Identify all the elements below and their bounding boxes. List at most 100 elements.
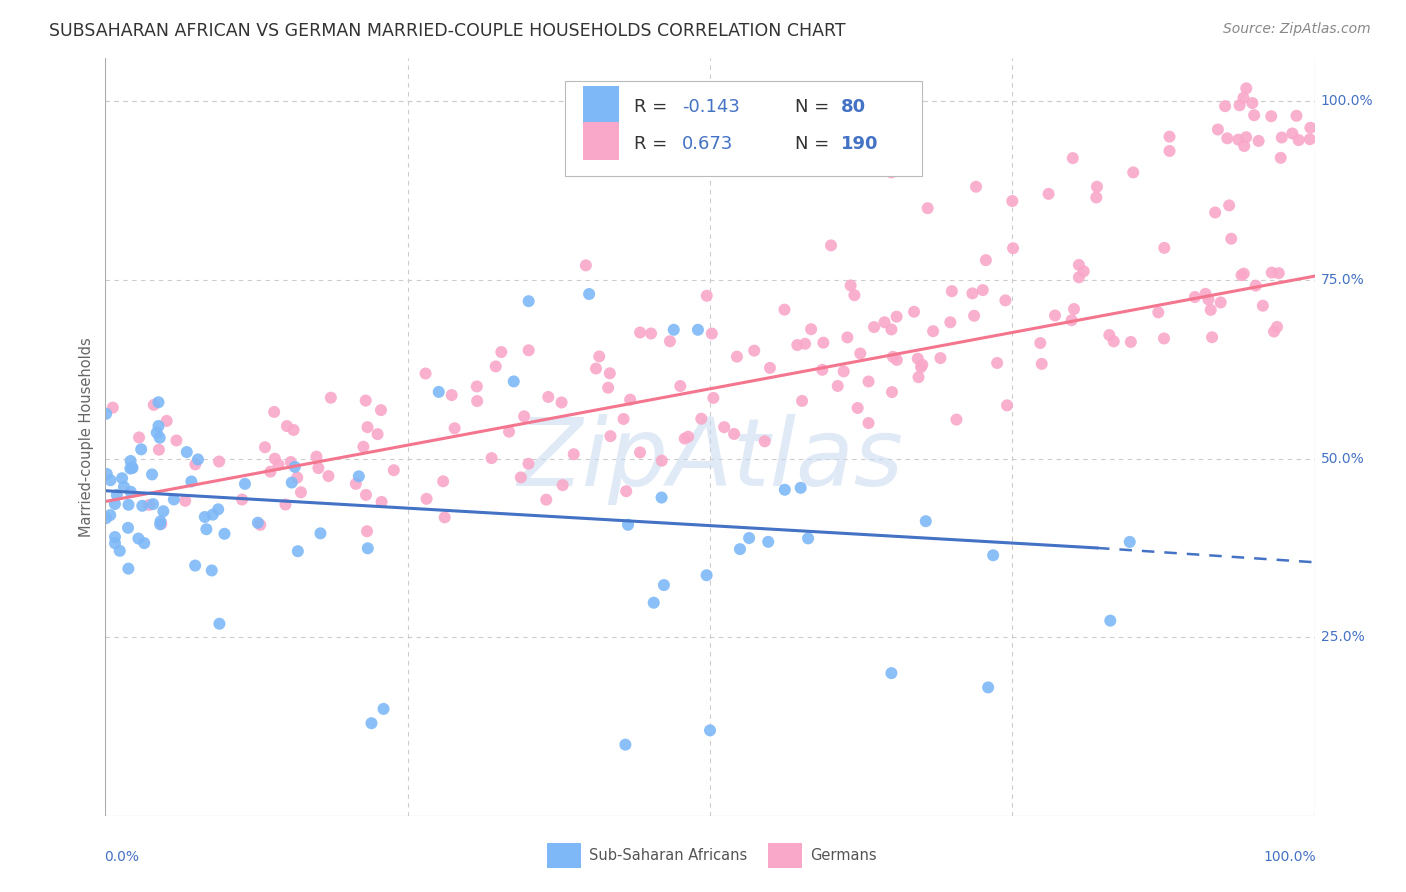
Point: [1197, 293, 1219, 307]
Point: [233, 476, 256, 491]
Point: [965, 179, 987, 194]
Point: [1201, 330, 1223, 344]
Point: [354, 488, 377, 502]
Point: [253, 440, 276, 454]
Point: [370, 403, 392, 417]
Point: [201, 508, 224, 522]
Text: 100.0%: 100.0%: [1320, 94, 1374, 108]
Point: [141, 467, 163, 482]
Point: [1299, 132, 1322, 146]
Point: [367, 427, 389, 442]
Point: [797, 532, 820, 546]
Text: 190: 190: [841, 135, 879, 153]
Point: [613, 412, 636, 426]
Point: [756, 534, 779, 549]
Point: [1001, 194, 1024, 208]
Point: [911, 358, 934, 372]
Point: [1119, 334, 1142, 349]
Point: [145, 425, 167, 440]
FancyBboxPatch shape: [583, 122, 620, 161]
Point: [1216, 131, 1239, 145]
Point: [1234, 81, 1257, 95]
Point: [150, 516, 173, 531]
Point: [1268, 266, 1291, 280]
Point: [1260, 109, 1282, 123]
Point: [628, 326, 651, 340]
Point: [728, 542, 751, 557]
Point: [907, 370, 929, 384]
Point: [1261, 266, 1284, 280]
Point: [276, 419, 298, 434]
Point: [131, 499, 153, 513]
Point: [517, 457, 540, 471]
Point: [1060, 313, 1083, 327]
Text: N =: N =: [794, 98, 835, 116]
Point: [1063, 301, 1085, 316]
Point: [1270, 151, 1292, 165]
Point: [1067, 258, 1090, 272]
Point: [120, 461, 142, 475]
Point: [344, 476, 367, 491]
Point: [1085, 190, 1108, 204]
Point: [318, 469, 340, 483]
Point: [1244, 278, 1267, 293]
Point: [263, 451, 285, 466]
Point: [922, 324, 945, 338]
Point: [1099, 614, 1122, 628]
Point: [686, 323, 709, 337]
Point: [578, 287, 600, 301]
Point: [643, 596, 665, 610]
Point: [614, 484, 637, 499]
Point: [995, 398, 1018, 412]
Point: [357, 541, 380, 556]
Point: [599, 367, 621, 381]
FancyBboxPatch shape: [768, 844, 801, 868]
Point: [981, 549, 1004, 563]
Point: [617, 517, 640, 532]
Point: [481, 451, 503, 466]
Text: Sub-Saharan Africans: Sub-Saharan Africans: [589, 848, 748, 863]
Point: [1230, 268, 1253, 283]
Point: [1159, 144, 1181, 158]
Point: [94, 407, 117, 421]
Point: [94, 511, 117, 525]
Point: [443, 421, 465, 435]
Point: [696, 289, 718, 303]
Point: [1271, 130, 1294, 145]
Text: 0.673: 0.673: [682, 135, 734, 153]
Point: [550, 395, 572, 409]
Point: [117, 521, 139, 535]
Text: Source: ZipAtlas.com: Source: ZipAtlas.com: [1223, 22, 1371, 37]
Point: [148, 442, 170, 457]
Point: [1159, 129, 1181, 144]
Point: [827, 379, 849, 393]
Point: [1102, 334, 1125, 349]
Point: [1281, 127, 1303, 141]
Point: [427, 384, 450, 399]
Point: [100, 473, 122, 487]
Point: [676, 430, 699, 444]
Point: [433, 510, 456, 524]
Point: [907, 351, 929, 366]
Point: [246, 516, 269, 530]
Point: [440, 388, 463, 402]
Point: [536, 492, 558, 507]
Point: [977, 681, 1000, 695]
Point: [794, 336, 817, 351]
Point: [789, 481, 811, 495]
Point: [180, 475, 202, 489]
Point: [347, 469, 370, 483]
Point: [1153, 331, 1175, 345]
Point: [184, 458, 207, 472]
Point: [658, 334, 681, 349]
Point: [281, 475, 304, 490]
Point: [134, 536, 156, 550]
Point: [1234, 130, 1257, 145]
Point: [214, 526, 236, 541]
Point: [184, 558, 207, 573]
Text: SUBSAHARAN AFRICAN VS GERMAN MARRIED-COUPLE HOUSEHOLDS CORRELATION CHART: SUBSAHARAN AFRICAN VS GERMAN MARRIED-COU…: [49, 22, 846, 40]
Point: [690, 411, 713, 425]
Point: [1209, 295, 1232, 310]
Point: [163, 492, 186, 507]
Point: [142, 497, 165, 511]
